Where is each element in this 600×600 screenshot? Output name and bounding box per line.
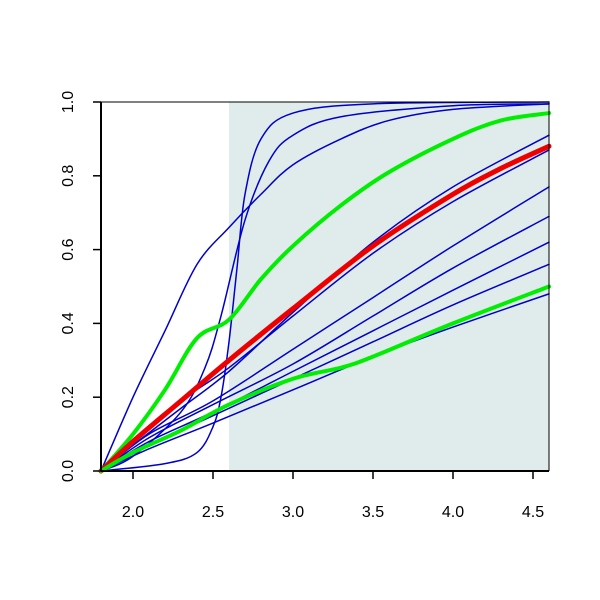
series-line-1 — [100, 101, 550, 472]
series-layer — [98, 101, 552, 474]
y-tick-label: 0.0 — [60, 460, 77, 482]
series-line-6 — [100, 186, 550, 472]
series-line-3 — [100, 103, 550, 472]
series-line-8 — [100, 241, 550, 472]
series-line-12 — [98, 143, 552, 474]
axes-layer: 2.0 2.5 3.0 3.5 4.0 4.5 0.0 0.2 0.4 0.6 0.8 1.0 — [60, 91, 550, 521]
x-tick-label: 3.5 — [362, 504, 384, 521]
y-tick-label: 0.6 — [60, 238, 77, 260]
y-tick-label: 0.4 — [60, 312, 77, 334]
x-tick-label: 4.5 — [522, 504, 544, 521]
y-tick-label: 1.0 — [60, 91, 77, 113]
y-tick-label: 0.8 — [60, 165, 77, 187]
x-tick-label: 4.0 — [442, 504, 464, 521]
x-tick-label: 3.0 — [282, 504, 304, 521]
series-line-7 — [100, 215, 550, 472]
x-tick-label: 2.5 — [202, 504, 224, 521]
series-line-13 — [99, 284, 551, 473]
y-tick-label: 0.2 — [60, 386, 77, 408]
x-tick-label: 2.0 — [122, 504, 144, 521]
series-line-5 — [100, 134, 550, 472]
series-line-11 — [99, 111, 551, 473]
series-line-10 — [100, 293, 550, 472]
